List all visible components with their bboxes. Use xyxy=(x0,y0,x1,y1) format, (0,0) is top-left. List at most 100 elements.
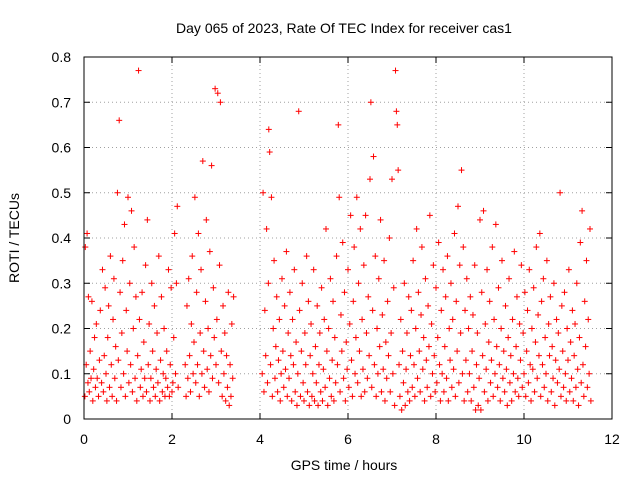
data-point xyxy=(213,361,219,368)
data-point xyxy=(88,298,95,305)
data-point xyxy=(568,375,575,382)
data-point xyxy=(418,244,425,251)
data-point xyxy=(381,397,388,404)
data-point xyxy=(518,262,525,269)
data-point xyxy=(307,352,314,359)
data-point xyxy=(191,339,197,346)
data-point xyxy=(322,384,329,391)
data-point xyxy=(559,348,566,355)
data-point xyxy=(478,289,485,296)
data-point xyxy=(576,334,583,341)
data-point xyxy=(556,366,563,373)
data-point xyxy=(112,343,119,350)
data-point xyxy=(491,370,498,377)
data-point xyxy=(153,366,160,373)
data-point xyxy=(156,397,163,404)
data-point xyxy=(129,388,136,395)
data-point xyxy=(439,370,446,377)
data-point xyxy=(586,370,593,377)
data-point xyxy=(440,266,447,273)
data-point xyxy=(493,343,500,350)
data-point xyxy=(88,375,95,382)
data-point xyxy=(132,293,139,300)
data-point xyxy=(107,253,114,260)
data-point xyxy=(183,393,190,400)
data-point xyxy=(572,384,579,391)
data-point xyxy=(302,361,309,368)
data-point xyxy=(365,293,372,300)
data-point xyxy=(284,393,291,400)
data-point xyxy=(354,379,361,386)
data-point xyxy=(464,388,471,395)
data-point xyxy=(301,397,307,404)
data-point xyxy=(105,302,112,309)
data-point xyxy=(271,375,278,382)
data-point xyxy=(138,366,145,373)
data-point xyxy=(344,366,351,373)
data-point xyxy=(436,361,443,368)
data-point xyxy=(308,393,315,400)
data-point xyxy=(154,330,161,337)
data-point xyxy=(109,393,116,400)
data-point xyxy=(171,230,178,237)
data-point xyxy=(435,239,442,246)
data-point xyxy=(349,393,356,400)
data-point xyxy=(550,375,557,382)
data-point xyxy=(579,207,586,214)
data-point xyxy=(120,370,127,377)
data-point xyxy=(515,393,522,400)
data-point xyxy=(262,352,269,359)
data-point xyxy=(358,393,365,400)
data-point xyxy=(308,320,315,327)
data-point xyxy=(557,189,564,196)
data-point xyxy=(321,316,328,323)
y-axis-label: ROTI / TECUs xyxy=(6,193,22,283)
data-point xyxy=(104,334,111,341)
data-point xyxy=(288,397,295,404)
data-point xyxy=(477,406,484,413)
data-point xyxy=(142,262,149,269)
data-point xyxy=(418,311,425,318)
data-point xyxy=(99,266,106,273)
data-point xyxy=(82,244,89,251)
x-tick-labels: 0 2 4 6 8 10 12 xyxy=(80,431,620,447)
data-point xyxy=(101,352,108,359)
data-point xyxy=(539,361,546,368)
data-point xyxy=(490,393,497,400)
data-point xyxy=(470,384,477,391)
data-point xyxy=(207,352,214,359)
data-point xyxy=(328,393,335,400)
data-point xyxy=(537,393,544,400)
data-point xyxy=(513,293,520,300)
data-point xyxy=(192,379,199,386)
data-point xyxy=(118,330,125,337)
data-point xyxy=(296,307,303,314)
x-tick-label: 12 xyxy=(604,431,620,447)
data-point xyxy=(465,325,472,332)
data-point xyxy=(400,379,407,386)
data-point xyxy=(369,307,376,314)
y-tick-label: 0.6 xyxy=(52,140,72,156)
data-point xyxy=(530,284,537,291)
data-point xyxy=(545,320,552,327)
data-point xyxy=(144,216,151,223)
data-point xyxy=(141,375,148,382)
data-point xyxy=(409,384,416,391)
data-point xyxy=(516,320,523,327)
data-point xyxy=(531,388,538,395)
data-point xyxy=(260,189,267,196)
data-point xyxy=(504,402,511,409)
data-point xyxy=(458,167,465,174)
data-point xyxy=(484,266,491,273)
data-point xyxy=(91,334,98,341)
data-point xyxy=(434,334,441,341)
data-point xyxy=(447,357,454,364)
data-point xyxy=(223,352,230,359)
data-point xyxy=(560,384,567,391)
data-point xyxy=(115,357,122,364)
y-tick-labels: 0 0.1 0.2 0.3 0.4 0.5 0.6 0.7 0.8 xyxy=(52,49,72,427)
data-point xyxy=(462,307,469,314)
data-point xyxy=(117,289,124,296)
data-point xyxy=(543,370,549,377)
data-point xyxy=(483,366,490,373)
